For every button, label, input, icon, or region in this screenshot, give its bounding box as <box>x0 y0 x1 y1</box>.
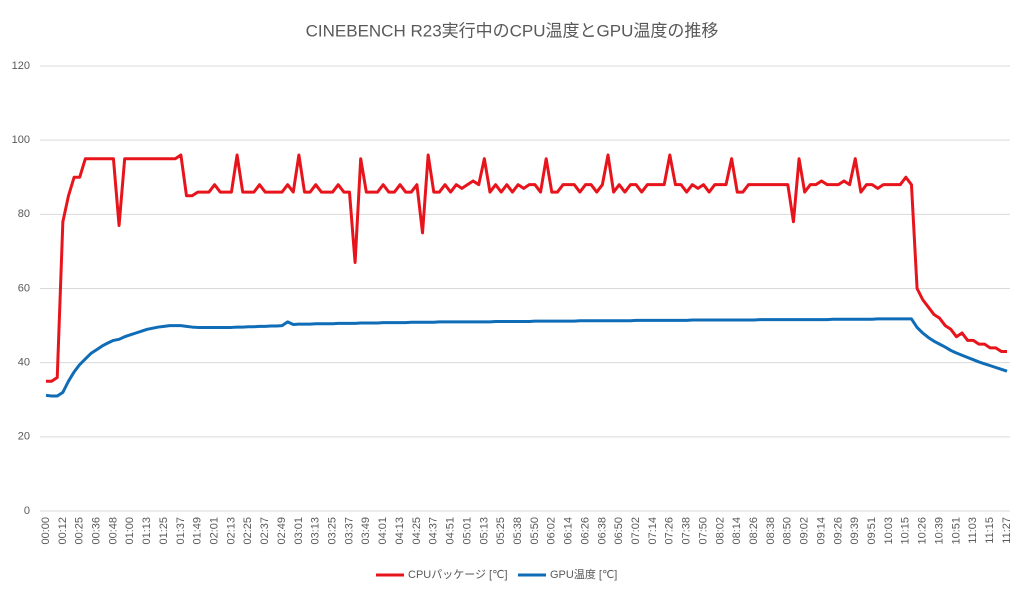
y-tick-label: 120 <box>12 60 30 72</box>
x-tick-label: 02:01 <box>209 517 221 545</box>
x-tick-label: 01:25 <box>158 517 170 545</box>
x-tick-label: 10:15 <box>900 517 912 545</box>
x-tick-label: 10:03 <box>883 517 895 545</box>
x-tick-label: 01:00 <box>124 517 136 545</box>
legend-label: GPU温度 [℃] <box>550 567 617 581</box>
x-tick-label: 03:37 <box>343 517 355 545</box>
x-tick-label: 09:14 <box>815 517 827 545</box>
x-tick-label: 09:02 <box>799 517 811 545</box>
x-tick-label: 07:02 <box>630 517 642 545</box>
x-tick-label: 01:49 <box>192 517 204 545</box>
x-tick-label: 03:25 <box>327 517 339 545</box>
x-tick-label: 01:37 <box>175 517 187 545</box>
x-tick-label: 03:49 <box>360 517 372 545</box>
x-tick-label: 00:12 <box>57 517 69 545</box>
x-tick-label: 02:13 <box>225 517 237 545</box>
x-tick-label: 04:01 <box>377 517 389 545</box>
x-tick-label: 00:00 <box>40 517 52 545</box>
x-tick-label: 04:13 <box>394 517 406 545</box>
legend-label: CPUパッケージ [℃] <box>408 568 508 581</box>
x-tick-label: 07:38 <box>681 517 693 545</box>
series-line <box>45 317 1008 398</box>
x-tick-label: 02:37 <box>259 517 271 545</box>
y-tick-label: 40 <box>18 357 30 369</box>
y-tick-label: 60 <box>18 282 30 294</box>
x-tick-label: 00:25 <box>74 517 86 545</box>
x-tick-label: 06:26 <box>579 517 591 545</box>
x-tick-label: 08:26 <box>748 517 760 545</box>
x-tick-label: 05:50 <box>529 517 541 545</box>
y-tick-label: 100 <box>12 134 30 146</box>
x-tick-label: 06:38 <box>596 517 608 545</box>
x-tick-label: 08:02 <box>714 517 726 545</box>
x-tick-label: 05:13 <box>478 517 490 545</box>
x-tick-label: 11:27 <box>1001 517 1013 544</box>
y-tick-label: 0 <box>24 505 30 517</box>
x-tick-label: 06:14 <box>563 517 575 545</box>
y-tick-label: 80 <box>18 208 30 220</box>
x-tick-label: 08:14 <box>731 517 743 545</box>
x-tick-label: 05:38 <box>512 517 524 545</box>
x-tick-label: 10:26 <box>917 517 929 545</box>
x-tick-label: 09:39 <box>849 517 861 545</box>
x-tick-label: 03:01 <box>293 517 305 545</box>
chart-title: CINEBENCH R23実行中のCPU温度とGPU温度の推移 <box>306 21 719 40</box>
series-line <box>46 153 1007 383</box>
x-tick-label: 01:13 <box>141 517 153 545</box>
x-tick-label: 09:51 <box>866 517 878 545</box>
x-tick-label: 08:50 <box>782 517 794 545</box>
x-tick-label: 00:48 <box>107 517 119 545</box>
x-tick-label: 07:50 <box>697 517 709 545</box>
x-tick-label: 11:03 <box>967 517 979 544</box>
x-tick-label: 11:15 <box>984 517 996 544</box>
x-tick-label: 07:14 <box>647 517 659 545</box>
x-tick-label: 05:01 <box>461 517 473 545</box>
x-tick-label: 00:36 <box>90 517 102 545</box>
x-tick-label: 04:51 <box>445 517 457 545</box>
x-tick-label: 10:51 <box>950 517 962 545</box>
x-tick-label: 04:37 <box>428 517 440 545</box>
x-tick-label: 05:25 <box>495 517 507 545</box>
x-tick-label: 02:49 <box>276 517 288 545</box>
x-tick-label: 06:50 <box>613 517 625 545</box>
x-tick-label: 03:13 <box>310 517 322 545</box>
x-tick-label: 02:25 <box>242 517 254 545</box>
x-tick-label: 04:25 <box>411 517 423 545</box>
x-tick-label: 10:39 <box>933 517 945 545</box>
x-tick-label: 08:38 <box>765 517 777 545</box>
x-tick-label: 06:02 <box>546 517 558 545</box>
y-tick-label: 20 <box>18 431 30 443</box>
x-tick-label: 07:26 <box>664 517 676 545</box>
x-tick-label: 09:26 <box>832 517 844 545</box>
